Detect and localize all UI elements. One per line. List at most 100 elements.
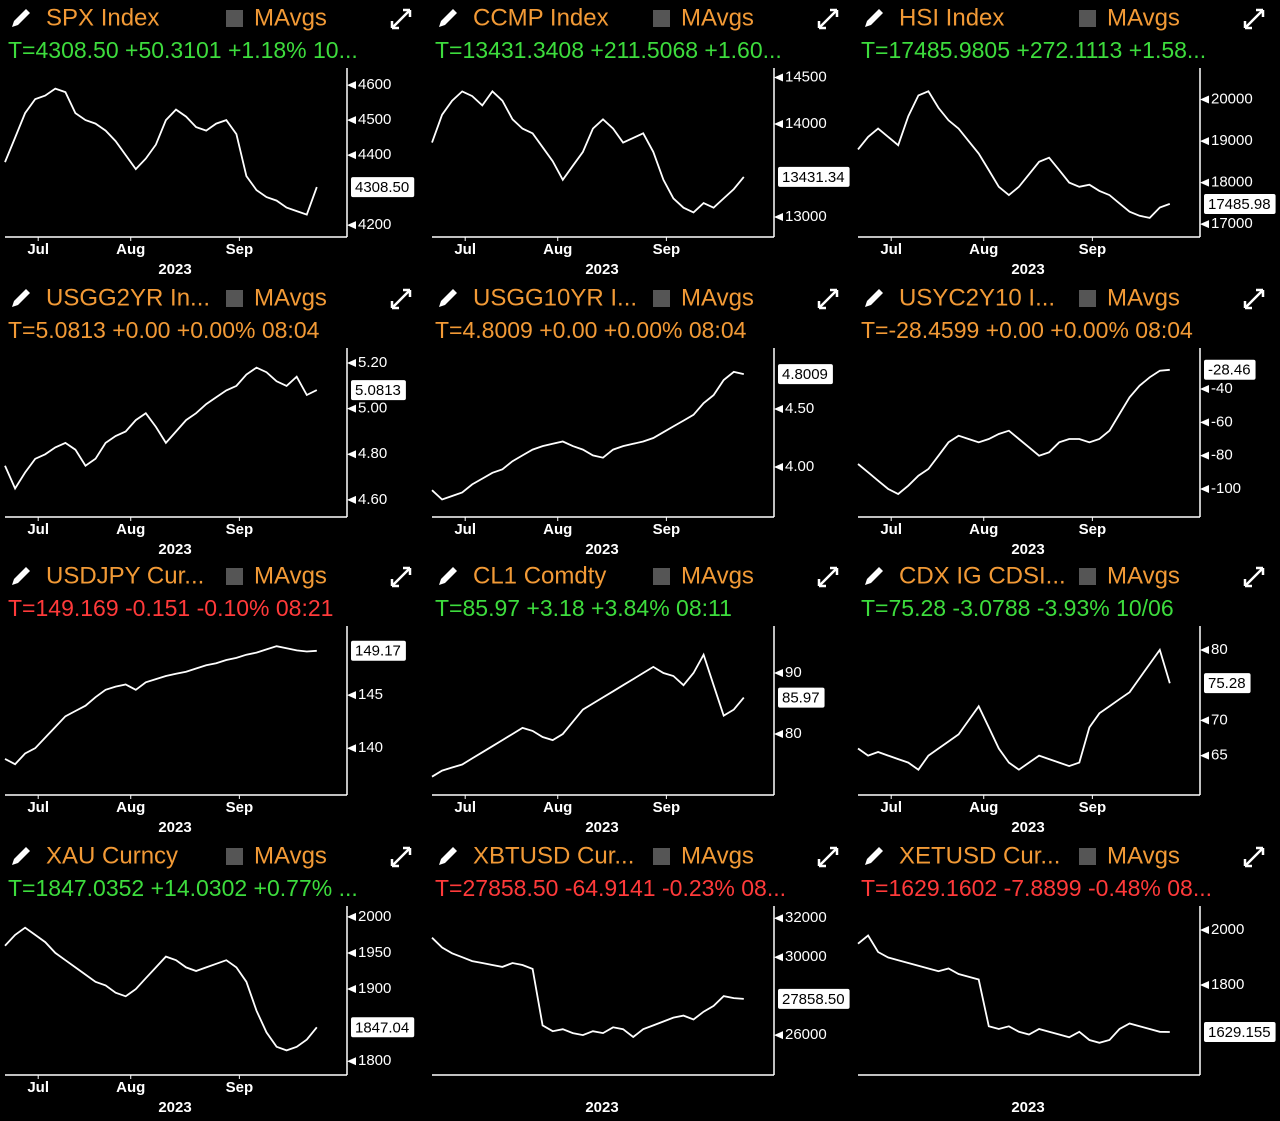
legend-swatch[interactable]: [653, 10, 670, 27]
expand-icon[interactable]: [817, 846, 839, 868]
y-tick-label: 4600: [358, 76, 391, 93]
last-value-label: 4.8009: [782, 366, 828, 383]
y-tick-label: 2000: [358, 908, 391, 925]
legend-swatch[interactable]: [1079, 848, 1096, 865]
last-value-label: 75.28: [1208, 675, 1246, 692]
x-tick-label: Sep: [226, 521, 254, 538]
last-value-label: 13431.34: [782, 169, 845, 186]
legend-swatch[interactable]: [226, 848, 243, 865]
x-axis-label: 2023: [1011, 819, 1044, 836]
expand-icon[interactable]: [1243, 288, 1265, 310]
y-tick-label: 1900: [358, 980, 391, 997]
legend-label: MAvgs: [681, 4, 754, 31]
expand-icon[interactable]: [817, 288, 839, 310]
price-line: [4, 87, 318, 216]
y-tick-label: 20000: [1211, 91, 1253, 108]
legend-label: MAvgs: [254, 562, 327, 589]
quote: T=-28.4599 +0.00 +0.00% 08:04: [861, 317, 1193, 343]
last-value-box: [778, 687, 825, 708]
y-tick-label: 14000: [785, 115, 827, 132]
edit-icon[interactable]: [865, 289, 883, 307]
last-value-box: [351, 640, 406, 661]
edit-icon[interactable]: [12, 567, 30, 585]
legend-swatch[interactable]: [1079, 568, 1096, 585]
x-tick-label: Jul: [454, 799, 476, 816]
expand-icon[interactable]: [817, 566, 839, 588]
y-tick: [1200, 645, 1209, 654]
legend-swatch[interactable]: [653, 848, 670, 865]
x-tick-label: Aug: [116, 799, 145, 816]
y-tick-label: 4.80: [358, 445, 387, 462]
legend-swatch[interactable]: [653, 290, 670, 307]
y-tick: [347, 221, 356, 230]
chart-panel: XAU Curncy MAvgs T=1847.0352 +14.0302 +0.7…: [4, 842, 415, 1116]
y-tick-label: -40: [1211, 380, 1233, 397]
legend-swatch[interactable]: [226, 10, 243, 27]
x-tick-label: Sep: [653, 521, 681, 538]
edit-icon[interactable]: [865, 9, 883, 27]
last-value-label: 17485.98: [1208, 196, 1271, 213]
x-tick-label: Aug: [969, 521, 998, 538]
x-tick-label: Jul: [27, 241, 49, 258]
y-tick-label: 140: [358, 739, 383, 756]
y-tick-label: -80: [1211, 447, 1233, 464]
x-axis-label: 2023: [585, 541, 618, 558]
y-tick-label: 1950: [358, 944, 391, 961]
edit-icon[interactable]: [12, 289, 30, 307]
y-tick: [347, 1057, 356, 1066]
expand-icon[interactable]: [1243, 846, 1265, 868]
expand-icon[interactable]: [390, 288, 412, 310]
x-tick-label: Aug: [543, 521, 572, 538]
edit-icon[interactable]: [865, 567, 883, 585]
y-tick: [347, 81, 356, 90]
y-tick-label: 1800: [1211, 976, 1244, 993]
last-value-label: 5.0813: [355, 382, 401, 399]
expand-icon[interactable]: [390, 8, 412, 30]
edit-icon[interactable]: [439, 289, 457, 307]
y-tick: [1200, 751, 1209, 760]
edit-icon[interactable]: [439, 567, 457, 585]
legend-swatch[interactable]: [226, 290, 243, 307]
y-tick: [1200, 220, 1209, 229]
last-value-label: 1847.04: [355, 1019, 409, 1036]
last-value-label: 4308.50: [355, 179, 409, 196]
legend-swatch[interactable]: [1079, 10, 1096, 27]
price-line: [431, 937, 744, 1039]
y-tick: [347, 404, 356, 413]
x-axis-label: 2023: [1011, 541, 1044, 558]
edit-icon[interactable]: [439, 9, 457, 27]
chart-panel: USDJPY Cur... MAvgs T=149.169 -0.151 -0.10…: [4, 562, 412, 836]
edit-icon[interactable]: [12, 847, 30, 865]
legend-swatch[interactable]: [1079, 290, 1096, 307]
last-value-box: [1204, 1022, 1276, 1043]
expand-icon[interactable]: [390, 566, 412, 588]
x-axis-label: 2023: [158, 819, 191, 836]
x-tick-label: Jul: [27, 799, 49, 816]
legend-swatch[interactable]: [653, 568, 670, 585]
expand-icon[interactable]: [1243, 8, 1265, 30]
y-tick-label: 4200: [358, 216, 391, 233]
quote: T=5.0813 +0.00 +0.00% 08:04: [8, 317, 320, 343]
price-line: [431, 652, 745, 778]
x-tick-label: Sep: [653, 241, 681, 258]
expand-icon[interactable]: [390, 846, 412, 868]
edit-icon[interactable]: [865, 847, 883, 865]
x-axis-label: 2023: [585, 819, 618, 836]
chart-panel: SPX Index MAvgs T=4308.50 +50.3101 +1.18% …: [4, 4, 415, 278]
price-line: [4, 645, 317, 766]
chart-title: SPX Index: [46, 4, 159, 31]
x-tick-label: Aug: [116, 1079, 145, 1096]
edit-icon[interactable]: [439, 847, 457, 865]
chart-title: XAU Curncy: [46, 842, 178, 869]
last-value-box: [778, 364, 833, 385]
price-line: [857, 368, 1170, 496]
x-tick-label: Aug: [969, 799, 998, 816]
x-tick-label: Jul: [27, 1079, 49, 1096]
last-value-label: 27858.50: [782, 991, 845, 1008]
y-tick-label: 1800: [358, 1052, 391, 1069]
expand-icon[interactable]: [1243, 566, 1265, 588]
edit-icon[interactable]: [12, 9, 30, 27]
expand-icon[interactable]: [817, 8, 839, 30]
y-tick-label: 65: [1211, 747, 1228, 764]
legend-swatch[interactable]: [226, 568, 243, 585]
